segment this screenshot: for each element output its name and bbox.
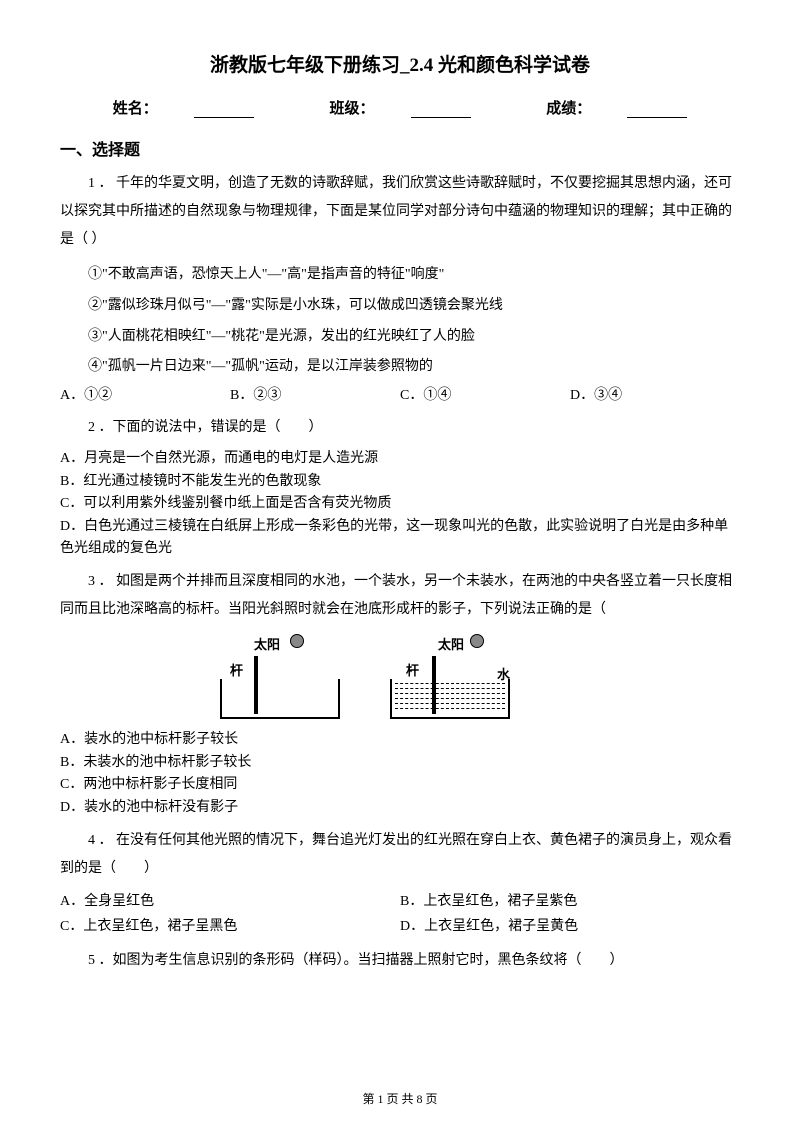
q1-optB: B．②③	[230, 383, 400, 408]
sun-icon	[290, 634, 304, 648]
student-info: 姓名： 班级： 成绩：	[60, 97, 740, 118]
q4-options-row1: A．全身呈红色 B．上衣呈红色，裙子呈紫色	[60, 889, 740, 914]
class-label: 班级：	[329, 101, 374, 117]
q2-optD: D．白色光通过三棱镜在白纸屏上形成一条彩色的光带，这一现象叫光的色散，此实验说明…	[60, 516, 740, 561]
section-heading: 一、选择题	[60, 136, 740, 160]
q3-optA: A．装水的池中标杆影子较长	[60, 729, 740, 751]
sun-icon	[470, 634, 484, 648]
q3-optD: D．装水的池中标杆没有影子	[60, 797, 740, 819]
q4-options-row2: C．上衣呈红色，裙子呈黑色 D．上衣呈红色，裙子呈黄色	[60, 914, 740, 939]
q3-diagram: 太阳 杆 太阳 杆 水	[220, 634, 740, 719]
q1-optC: C．①④	[400, 383, 570, 408]
sun-label: 太阳	[254, 634, 280, 653]
pool-left: 太阳 杆	[220, 634, 350, 719]
q4-optB: B．上衣呈红色，裙子呈紫色	[400, 889, 740, 914]
q1-stem: 1 ． 千年的华夏文明，创造了无数的诗歌辞赋，我们欣赏这些诗歌辞赋时，不仅要挖掘…	[60, 170, 740, 254]
pole-label: 杆	[230, 660, 243, 679]
page-footer: 第 1 页 共 8 页	[0, 1090, 800, 1107]
q2-stem: 2 ．下面的说法中，错误的是（ ）	[60, 414, 740, 442]
q1-optD: D．③④	[570, 383, 740, 408]
q1-s1: ①"不敢高声语，恐惊天上人"—"高"是指声音的特征"响度"	[60, 260, 740, 291]
pool-right: 太阳 杆 水	[390, 634, 520, 719]
name-blank	[194, 104, 254, 118]
score-label: 成绩：	[546, 101, 591, 117]
pole-label: 杆	[406, 660, 419, 679]
sun-label: 太阳	[438, 634, 464, 653]
q3-optB: B．未装水的池中标杆影子较长	[60, 752, 740, 774]
score-blank	[627, 104, 687, 118]
water-icon	[395, 683, 505, 715]
page-title: 浙教版七年级下册练习_2.4 光和颜色科学试卷	[60, 50, 740, 77]
class-blank	[411, 104, 471, 118]
q4-optD: D．上衣呈红色，裙子呈黄色	[400, 914, 740, 939]
name-label: 姓名：	[113, 101, 158, 117]
q1-optA: A．①②	[60, 383, 230, 408]
q1-s4: ④"孤帆一片日边来"—"孤帆"运动，是以江岸装参照物的	[60, 352, 740, 383]
basin-icon	[390, 679, 510, 719]
q3-stem: 3 ． 如图是两个并排而且深度相同的水池，一个装水，另一个未装水，在两池的中央各…	[60, 568, 740, 624]
q1-s3: ③"人面桃花相映红"—"桃花"是光源，发出的红光映红了人的脸	[60, 322, 740, 353]
q2-optB: B．红光通过棱镜时不能发生光的色散现象	[60, 471, 740, 493]
q4-optA: A．全身呈红色	[60, 889, 400, 914]
q3-optC: C．两池中标杆影子长度相同	[60, 774, 740, 796]
q1-s2: ②"露似珍珠月似弓"—"露"实际是小水珠，可以做成凹透镜会聚光线	[60, 291, 740, 322]
q2-optA: A．月亮是一个自然光源，而通电的电灯是人造光源	[60, 448, 740, 470]
q4-stem: 4 ． 在没有任何其他光照的情况下，舞台追光灯发出的红光照在穿白上衣、黄色裙子的…	[60, 827, 740, 883]
q1-options: A．①② B．②③ C．①④ D．③④	[60, 383, 740, 408]
q2-optC: C．可以利用紫外线鉴别餐巾纸上面是否含有荧光物质	[60, 493, 740, 515]
basin-icon	[220, 679, 340, 719]
q4-optC: C．上衣呈红色，裙子呈黑色	[60, 914, 400, 939]
q5-stem: 5 ．如图为考生信息识别的条形码（样码）。当扫描器上照射它时，黑色条纹将（ ）	[60, 947, 740, 975]
